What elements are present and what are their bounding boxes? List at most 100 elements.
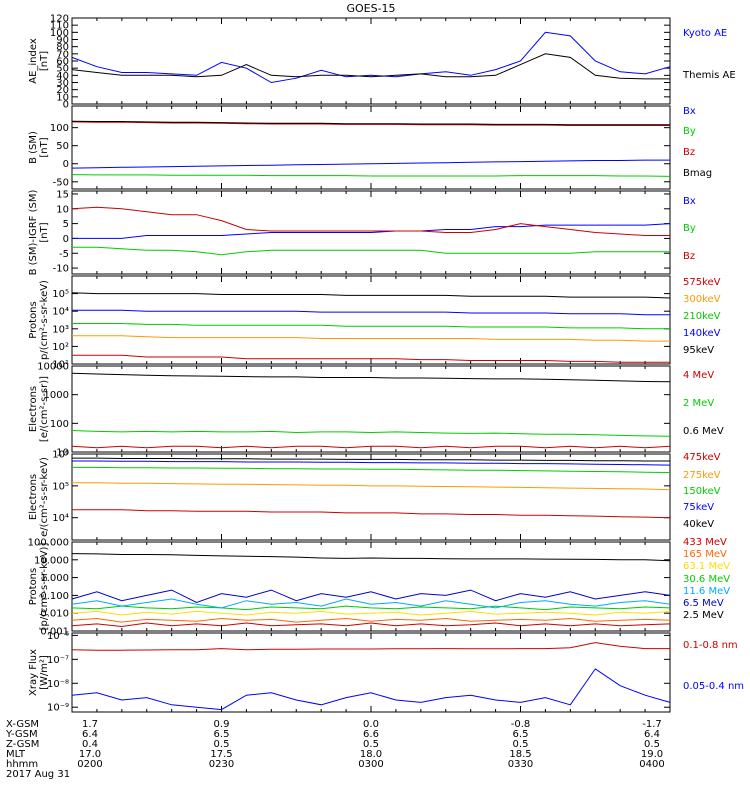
y-tick-label: 10¹ [52,360,69,371]
footer-row-label: Z-GSM [6,739,39,750]
y-tick-label: 10 [56,448,69,459]
footer-value: -0.8 [511,719,531,730]
y-axis-label: [p/(cm²-s-sr-keV)] [39,543,50,631]
y-axis-label: AE_index [28,38,39,84]
footer-value: 17.5 [210,749,232,760]
y-axis-label: [W/m²] [39,655,50,690]
legend-entry: 63.1 MeV [683,561,730,572]
footer-value: 18.5 [509,749,531,760]
y-tick-label: 40 [56,71,69,82]
footer-value: 1.7 [82,719,98,730]
y-axis-label: B (SM)-IGRF (SM) [28,190,39,276]
footer-value: 19.0 [641,749,663,760]
footer-value: 18.0 [360,749,382,760]
legend-entry: Kyoto AE [683,28,727,39]
legend-entry: Bz [683,147,695,158]
panel-frame [71,275,671,365]
series-line [71,372,671,383]
y-axis-label: Protons [28,301,39,338]
legend-entry: 0.1-0.8 nm [683,640,738,651]
y-tick-label: 10⁻⁶ [47,631,69,642]
y-tick-label: 0.100 [40,591,69,602]
footer-value: 17.0 [79,749,101,760]
y-tick-label: 120 [50,14,69,25]
footer-row-label: MLT [6,749,26,760]
y-tick-label: 10⁻⁹ [47,703,69,714]
panel-frame [71,17,671,105]
series-line [71,617,671,623]
footer-value: 6.6 [363,729,379,740]
y-tick-label: 10⁶ [52,450,69,461]
panel-7: 0.001 0.010 0.100 1.000 10.000 100.000 Protons… [28,537,731,638]
panel-4: 10¹ 10² 10³ 10⁴ 10⁵ Protons p/(cm²-s-sr-keV) 57… [28,275,721,371]
legend-entry: 40keV [683,519,714,530]
y-axis-label: B (SM) [28,131,39,164]
footer-value: 0.4 [82,739,98,750]
y-tick-label: 10⁵ [52,289,69,300]
series-line [71,445,671,449]
series-line [71,553,671,562]
panel-frame [71,453,671,541]
y-axis-label: Electrons [28,474,39,520]
y-tick-label: 0 [63,100,69,111]
footer-value: 0230 [209,759,234,770]
footer-value: -1.7 [642,719,662,730]
panel-frame [71,365,671,453]
series-line [72,323,670,330]
series-line [71,622,671,628]
series-line [72,309,670,316]
footer-value: 0330 [508,759,533,770]
legend-entry: 75keV [683,502,714,513]
y-tick-label: 110 [50,21,69,32]
y-axis-label: Xray Flux [28,649,39,696]
y-tick-label: 10⁴ [52,307,69,318]
footer-value: 6.5 [214,729,230,740]
legend-entry: Bx [683,196,696,207]
panel-3: -10 -5 0 5 10 15 B (SM)-IGRF (SM) [nT] Bx By Bz [28,189,696,275]
legend-entry: By [683,223,696,234]
legend-entry: Bz [683,251,695,262]
series-line [72,457,670,462]
series-line [72,223,671,239]
footer-row-label: Y-GSM [5,729,38,740]
legend-entry: 11.6 MeV [683,586,730,597]
y-tick-label: 10² [52,342,69,353]
legend-entry: 140keV [683,328,721,339]
y-tick-label: -10 [53,264,69,275]
y-axis-label: [nT] [39,222,50,242]
y-tick-label: 30 [56,78,69,89]
panel-5: 10 100 1000 10000 Electrons [e/(cm²-s-sr)] 4 M… [28,362,724,459]
series-line [71,605,671,611]
footer-row-label: X-GSM [6,719,39,730]
y-tick-label: 100 [50,123,69,134]
y-tick-label: -50 [53,177,69,188]
y-tick-label: 10⁻⁷ [47,655,69,666]
series-line [72,509,671,519]
footer-value: 0.5 [214,739,230,750]
y-tick-label: 10⁻⁸ [47,679,69,690]
panel-2: -50 0 50 100 B (SM) [nT] Bx By Bz Bmag [28,105,712,190]
series-line [72,246,670,256]
legend-entry: 6.5 MeV [683,598,724,609]
legend-entry: By [683,126,696,137]
y-tick-label: 10.000 [34,555,69,566]
y-axis-label: Protons [28,568,39,605]
y-tick-label: 70 [56,49,69,60]
footer-value: 0.5 [363,739,379,750]
y-tick-label: 100 [50,419,69,430]
y-tick-label: 5 [63,219,69,230]
y-tick-label: -5 [59,249,69,260]
y-axis-label: e/(cm²-s-sr-keV) [39,457,50,537]
y-tick-label: 100.000 [28,538,69,549]
y-tick-label: 10 [56,204,69,215]
footer-value: 0300 [358,759,383,770]
series-line [71,120,670,126]
series-line [71,598,671,609]
legend-entry: 210keV [683,311,721,322]
panel-6: 10⁴ 10⁵ 10⁶ Electrons e/(cm²-s-sr-keV) 475keV… [28,450,721,541]
y-tick-label: 20 [56,85,69,96]
footer-value: 0.5 [644,739,660,750]
series-line [71,668,671,711]
chart-title: GOES-15 [346,2,395,15]
